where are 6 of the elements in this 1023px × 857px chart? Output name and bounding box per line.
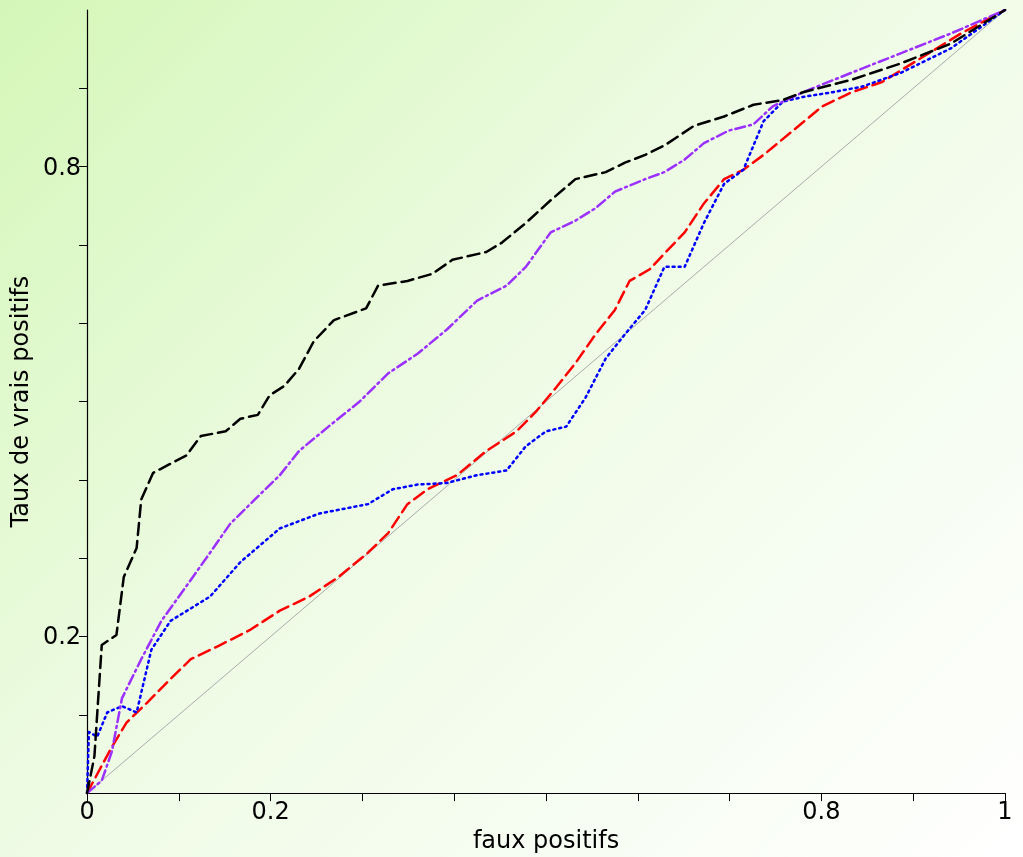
x-tick-label: 1 (997, 797, 1013, 826)
x-tick-label: 0.8 (802, 797, 841, 826)
x-axis-title: faux positifs (472, 826, 620, 854)
x-tick-label: 0 (79, 797, 95, 826)
x-tick-label: 0.2 (251, 797, 290, 826)
y-axis-title: Taux de vrais positifs (6, 275, 34, 529)
